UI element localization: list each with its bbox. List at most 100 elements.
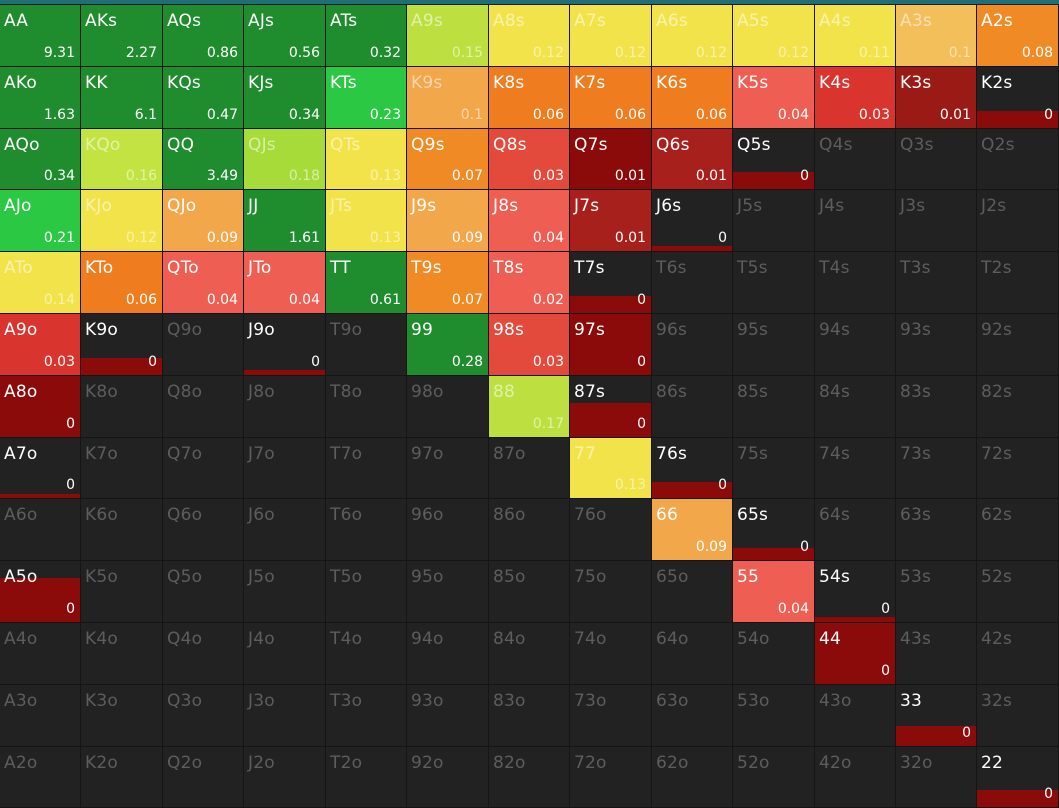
hand-cell-j9s[interactable]: J9s 0.09	[407, 190, 489, 252]
hand-cell-a4o[interactable]: A4o	[0, 623, 81, 685]
hand-cell-jts[interactable]: JTs 0.13	[326, 190, 407, 252]
hand-cell-j7s[interactable]: J7s 0.01	[570, 190, 652, 252]
hand-cell-j5o[interactable]: J5o	[244, 561, 326, 623]
hand-cell-q7o[interactable]: Q7o	[163, 438, 244, 499]
hand-cell-54s[interactable]: 54s 0	[815, 561, 896, 623]
hand-cell-ato[interactable]: ATo 0.14	[0, 252, 81, 314]
hand-cell-kqs[interactable]: KQs 0.47	[163, 67, 244, 129]
hand-cell-74o[interactable]: 74o	[570, 623, 652, 685]
hand-cell-q8o[interactable]: Q8o	[163, 376, 244, 438]
hand-cell-k7s[interactable]: K7s 0.06	[570, 67, 652, 129]
hand-cell-k3o[interactable]: K3o	[81, 685, 163, 747]
hand-cell-kk[interactable]: KK 6.1	[81, 67, 163, 129]
hand-cell-96s[interactable]: 96s	[652, 314, 733, 376]
hand-cell-kjo[interactable]: KJo 0.12	[81, 190, 163, 252]
hand-cell-a4s[interactable]: A4s 0.11	[815, 5, 896, 67]
hand-cell-t4s[interactable]: T4s	[815, 252, 896, 314]
hand-cell-72s[interactable]: 72s	[977, 438, 1059, 499]
hand-cell-t2s[interactable]: T2s	[977, 252, 1059, 314]
hand-cell-t3o[interactable]: T3o	[326, 685, 407, 747]
hand-cell-a6o[interactable]: A6o	[0, 499, 81, 561]
hand-cell-q8s[interactable]: Q8s 0.03	[489, 129, 570, 190]
hand-cell-a3s[interactable]: A3s 0.1	[896, 5, 977, 67]
hand-cell-53o[interactable]: 53o	[733, 685, 815, 747]
hand-cell-32o[interactable]: 32o	[896, 747, 977, 808]
hand-cell-k5s[interactable]: K5s 0.04	[733, 67, 815, 129]
hand-cell-73o[interactable]: 73o	[570, 685, 652, 747]
hand-cell-ajs[interactable]: AJs 0.56	[244, 5, 326, 67]
hand-cell-kqo[interactable]: KQo 0.16	[81, 129, 163, 190]
hand-cell-72o[interactable]: 72o	[570, 747, 652, 808]
hand-cell-j8s[interactable]: J8s 0.04	[489, 190, 570, 252]
hand-cell-j4s[interactable]: J4s	[815, 190, 896, 252]
hand-cell-q5o[interactable]: Q5o	[163, 561, 244, 623]
hand-cell-q2o[interactable]: Q2o	[163, 747, 244, 808]
hand-cell-92o[interactable]: 92o	[407, 747, 489, 808]
hand-cell-52o[interactable]: 52o	[733, 747, 815, 808]
hand-cell-k2s[interactable]: K2s 0	[977, 67, 1059, 129]
hand-cell-74s[interactable]: 74s	[815, 438, 896, 499]
hand-cell-tt[interactable]: TT 0.61	[326, 252, 407, 314]
hand-cell-82s[interactable]: 82s	[977, 376, 1059, 438]
hand-cell-q6s[interactable]: Q6s 0.01	[652, 129, 733, 190]
hand-cell-t9s[interactable]: T9s 0.07	[407, 252, 489, 314]
hand-cell-a2o[interactable]: A2o	[0, 747, 81, 808]
hand-cell-aqs[interactable]: AQs 0.86	[163, 5, 244, 67]
hand-cell-99[interactable]: 99 0.28	[407, 314, 489, 376]
hand-cell-82o[interactable]: 82o	[489, 747, 570, 808]
hand-cell-63o[interactable]: 63o	[652, 685, 733, 747]
hand-cell-65s[interactable]: 65s 0	[733, 499, 815, 561]
hand-cell-62o[interactable]: 62o	[652, 747, 733, 808]
hand-cell-q5s[interactable]: Q5s 0	[733, 129, 815, 190]
hand-cell-t8o[interactable]: T8o	[326, 376, 407, 438]
hand-cell-j6s[interactable]: J6s 0	[652, 190, 733, 252]
hand-cell-96o[interactable]: 96o	[407, 499, 489, 561]
hand-cell-64s[interactable]: 64s	[815, 499, 896, 561]
hand-cell-j9o[interactable]: J9o 0	[244, 314, 326, 376]
hand-cell-33[interactable]: 33 0	[896, 685, 977, 747]
hand-cell-a8o[interactable]: A8o 0	[0, 376, 81, 438]
hand-cell-a8s[interactable]: A8s 0.12	[489, 5, 570, 67]
hand-cell-63s[interactable]: 63s	[896, 499, 977, 561]
hand-cell-t3s[interactable]: T3s	[896, 252, 977, 314]
hand-cell-ako[interactable]: AKo 1.63	[0, 67, 81, 129]
hand-cell-qto[interactable]: QTo 0.04	[163, 252, 244, 314]
hand-cell-aa[interactable]: AA 9.31	[0, 5, 81, 67]
hand-cell-t5s[interactable]: T5s	[733, 252, 815, 314]
hand-cell-95o[interactable]: 95o	[407, 561, 489, 623]
hand-cell-55[interactable]: 55 0.04	[733, 561, 815, 623]
hand-cell-j3s[interactable]: J3s	[896, 190, 977, 252]
hand-cell-qts[interactable]: QTs 0.13	[326, 129, 407, 190]
hand-cell-aqo[interactable]: AQo 0.34	[0, 129, 81, 190]
hand-cell-a7o[interactable]: A7o 0	[0, 438, 81, 499]
hand-cell-62s[interactable]: 62s	[977, 499, 1059, 561]
hand-cell-qq[interactable]: QQ 3.49	[163, 129, 244, 190]
hand-cell-a5s[interactable]: A5s 0.12	[733, 5, 815, 67]
hand-cell-92s[interactable]: 92s	[977, 314, 1059, 376]
hand-cell-qjo[interactable]: QJo 0.09	[163, 190, 244, 252]
hand-cell-j2o[interactable]: J2o	[244, 747, 326, 808]
hand-cell-t6s[interactable]: T6s	[652, 252, 733, 314]
hand-cell-ajo[interactable]: AJo 0.21	[0, 190, 81, 252]
hand-cell-44[interactable]: 44 0	[815, 623, 896, 685]
hand-cell-q7s[interactable]: Q7s 0.01	[570, 129, 652, 190]
hand-cell-66[interactable]: 66 0.09	[652, 499, 733, 561]
hand-cell-76o[interactable]: 76o	[570, 499, 652, 561]
hand-cell-k3s[interactable]: K3s 0.01	[896, 67, 977, 129]
hand-cell-85s[interactable]: 85s	[733, 376, 815, 438]
hand-cell-k6s[interactable]: K6s 0.06	[652, 67, 733, 129]
hand-cell-qjs[interactable]: QJs 0.18	[244, 129, 326, 190]
hand-cell-j6o[interactable]: J6o	[244, 499, 326, 561]
hand-cell-86o[interactable]: 86o	[489, 499, 570, 561]
hand-cell-kto[interactable]: KTo 0.06	[81, 252, 163, 314]
hand-cell-jj[interactable]: JJ 1.61	[244, 190, 326, 252]
hand-cell-88[interactable]: 88 0.17	[489, 376, 570, 438]
hand-cell-t7s[interactable]: T7s 0	[570, 252, 652, 314]
hand-cell-kts[interactable]: KTs 0.23	[326, 67, 407, 129]
hand-cell-q6o[interactable]: Q6o	[163, 499, 244, 561]
hand-cell-a9o[interactable]: A9o 0.03	[0, 314, 81, 376]
hand-cell-k9o[interactable]: K9o 0	[81, 314, 163, 376]
hand-cell-97o[interactable]: 97o	[407, 438, 489, 499]
hand-cell-t4o[interactable]: T4o	[326, 623, 407, 685]
hand-cell-q4s[interactable]: Q4s	[815, 129, 896, 190]
